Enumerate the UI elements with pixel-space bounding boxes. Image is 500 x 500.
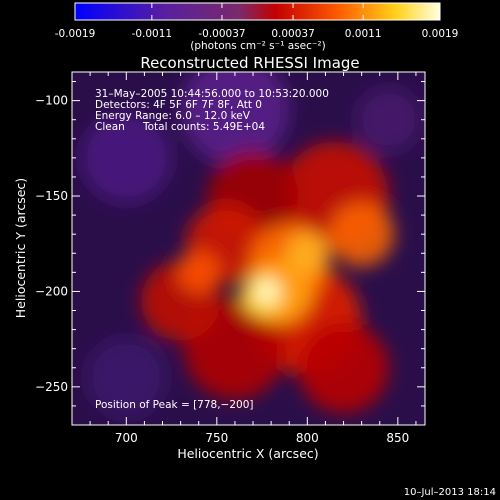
heatmap-blob: [356, 87, 422, 153]
colorbar-tick-label: -0.00037: [198, 28, 245, 40]
peak-position-text: Position of Peak = [778,−200]: [95, 399, 254, 411]
annotations: 31–May–2005 10:44:56.000 to 10:53:20.000…: [95, 88, 329, 411]
colorbar: -0.0019 -0.0011 -0.00037 0.00037 0.0011 0.001…: [55, 2, 459, 52]
energy-range-text: Energy Range: 6.0 – 12.0 keV: [95, 110, 251, 122]
colorbar-tick-label: -0.0019: [55, 28, 96, 40]
colorbar-tick-label: 0.0011: [345, 28, 382, 40]
heatmap-blob: [254, 278, 281, 305]
colorbar-tick-label: 0.00037: [271, 28, 314, 40]
heatmap-blob: [180, 72, 290, 165]
heatmap-blob: [81, 112, 172, 204]
x-tick-label: 700: [115, 431, 138, 445]
heatmap-blob: [176, 250, 221, 295]
y-tick-label: −100: [35, 94, 68, 108]
y-tick-label: −200: [35, 284, 68, 298]
heatmap-blob: [285, 231, 330, 275]
chart-title: Reconstructed RHESSI Image: [140, 54, 359, 72]
detectors-text: Detectors: 4F 5F 6F 7F 8F, Att 0: [95, 99, 262, 111]
heatmap-blob: [86, 337, 167, 418]
x-tick-label: 800: [296, 431, 319, 445]
x-tick-label: 850: [386, 431, 409, 445]
heatmap-image: [81, 72, 422, 418]
plot-area: 700 750 800 850 −100 −150 −200 −250: [35, 71, 426, 445]
colorbar-tick-label: 0.0019: [422, 28, 459, 40]
colorbar-gradient: [75, 3, 440, 20]
x-axis-label: Heliocentric X (arcsec): [177, 446, 318, 461]
y-axis-label: Heliocentric Y (arcsec): [13, 178, 28, 318]
y-tick-label: −250: [35, 380, 68, 394]
footer-date: 10–Jul–2013 18:14: [403, 487, 496, 498]
x-tick-label: 750: [205, 431, 228, 445]
colorbar-unit-label: (photons cm⁻² s⁻¹ asec⁻²): [190, 40, 325, 52]
y-tick-label: −150: [35, 189, 68, 203]
heatmap-blob: [298, 322, 389, 414]
heatmap-blob: [329, 201, 395, 267]
method-text: Clean: [95, 121, 125, 133]
colorbar-tick-label: -0.0011: [132, 28, 173, 40]
time-range-text: 31–May–2005 10:44:56.000 to 10:53:20.000: [95, 88, 329, 100]
total-counts-text: Total counts: 5.49E+04: [142, 121, 265, 133]
